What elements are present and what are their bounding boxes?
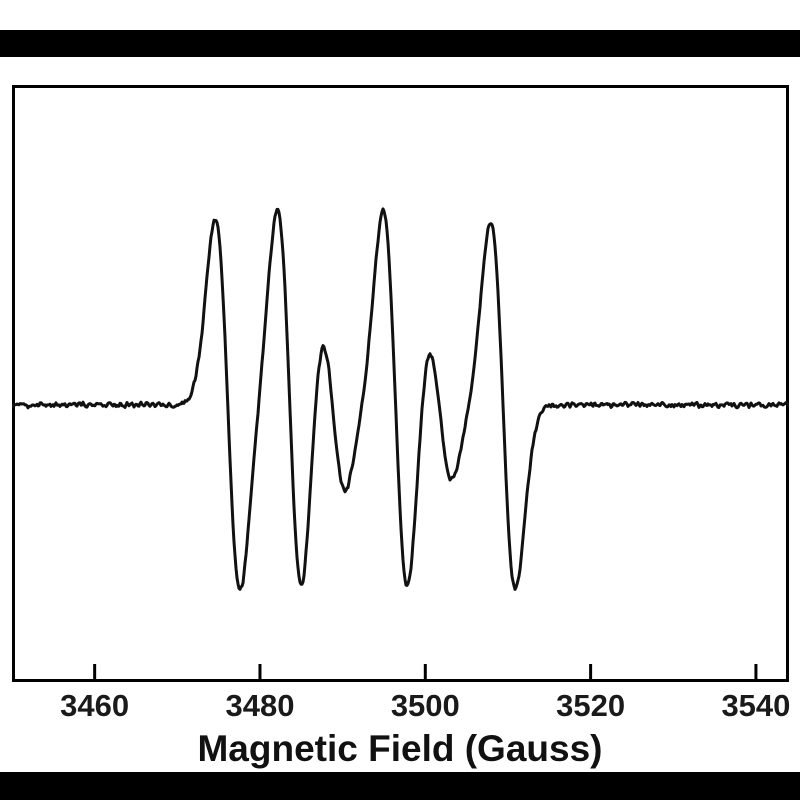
spectrum-curve	[10, 207, 791, 591]
x-tick-label-3460: 3460	[60, 688, 130, 723]
decorative-bar-bottom	[0, 772, 800, 800]
x-tick-label-3500: 3500	[390, 688, 460, 723]
plot-area	[10, 85, 791, 682]
x-tick-label-3540: 3540	[721, 688, 791, 723]
x-axis-ticks	[93, 664, 758, 679]
x-tick-label-3520: 3520	[556, 688, 626, 723]
x-tick-row: 3460 3480 3500 3520 3540	[0, 688, 800, 730]
x-axis-title: Magnetic Field (Gauss)	[197, 728, 603, 769]
decorative-bar-top	[0, 30, 800, 57]
x-tick-label-3480: 3480	[225, 688, 295, 723]
plot-svg	[10, 85, 791, 682]
plot-border	[12, 85, 789, 682]
